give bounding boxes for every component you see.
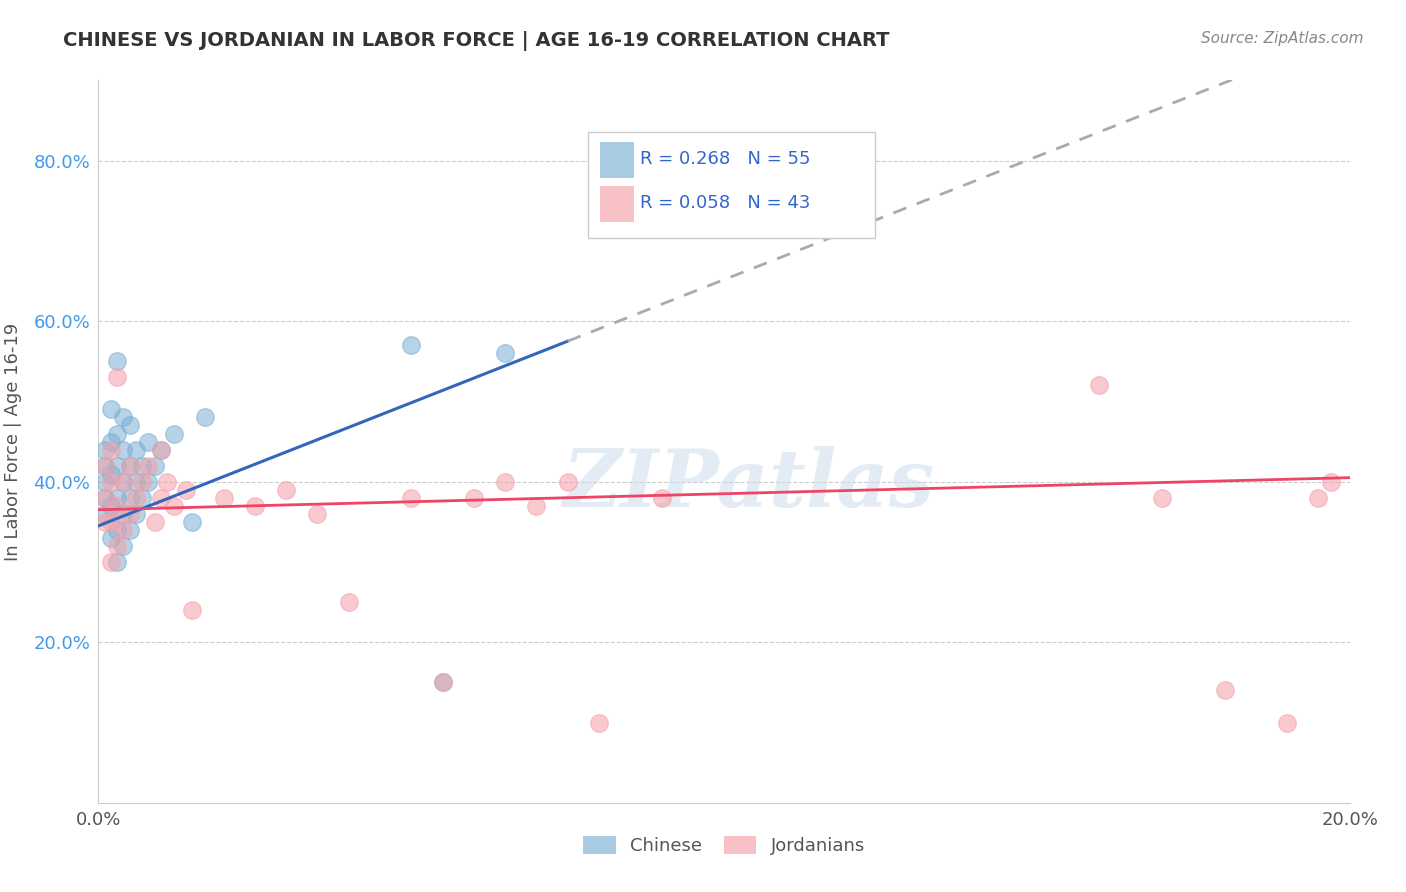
- Point: [118, 523, 141, 537]
- Point: [100, 555, 122, 569]
- Y-axis label: In Labor Force | Age 16-19: In Labor Force | Age 16-19: [4, 322, 22, 561]
- Point: [1320, 475, 1343, 489]
- Point: [118, 458, 141, 473]
- Point: [307, 507, 329, 521]
- Point: [118, 507, 141, 521]
- Point: [131, 475, 153, 489]
- Point: [1152, 491, 1174, 505]
- Point: [105, 491, 128, 505]
- Point: [463, 491, 485, 505]
- Point: [401, 338, 423, 352]
- Point: [156, 475, 179, 489]
- Point: [105, 426, 128, 441]
- Point: [181, 515, 204, 529]
- Point: [100, 531, 122, 545]
- Point: [93, 507, 115, 521]
- Point: [162, 426, 184, 441]
- Point: [112, 442, 135, 457]
- Point: [150, 491, 173, 505]
- Point: [337, 595, 360, 609]
- Point: [105, 354, 128, 368]
- Point: [118, 418, 141, 433]
- Point: [112, 523, 135, 537]
- Point: [174, 483, 197, 497]
- Point: [112, 475, 135, 489]
- Point: [131, 491, 153, 505]
- Text: R = 0.058   N = 43: R = 0.058 N = 43: [640, 194, 810, 212]
- Legend: Chinese, Jordanians: Chinese, Jordanians: [576, 829, 872, 863]
- Point: [432, 675, 454, 690]
- Point: [93, 442, 115, 457]
- Text: Source: ZipAtlas.com: Source: ZipAtlas.com: [1201, 31, 1364, 46]
- Point: [432, 675, 454, 690]
- Point: [93, 458, 115, 473]
- Point: [1213, 683, 1236, 698]
- Point: [494, 475, 516, 489]
- Text: CHINESE VS JORDANIAN IN LABOR FORCE | AGE 16-19 CORRELATION CHART: CHINESE VS JORDANIAN IN LABOR FORCE | AG…: [63, 31, 890, 51]
- Point: [143, 458, 166, 473]
- Point: [162, 499, 184, 513]
- Point: [112, 507, 135, 521]
- Point: [143, 515, 166, 529]
- Point: [93, 458, 115, 473]
- Point: [150, 442, 173, 457]
- Point: [105, 499, 128, 513]
- Point: [243, 499, 266, 513]
- Point: [112, 475, 135, 489]
- Point: [93, 515, 115, 529]
- Point: [557, 475, 579, 489]
- Point: [105, 539, 128, 553]
- Point: [112, 539, 135, 553]
- Point: [588, 715, 610, 730]
- Point: [1088, 378, 1111, 392]
- Point: [131, 458, 153, 473]
- Point: [100, 475, 122, 489]
- Point: [274, 483, 298, 497]
- Point: [112, 410, 135, 425]
- Point: [105, 555, 128, 569]
- Point: [93, 475, 115, 489]
- Point: [125, 491, 148, 505]
- Point: [93, 491, 115, 505]
- Point: [526, 499, 548, 513]
- Text: R = 0.268   N = 55: R = 0.268 N = 55: [640, 150, 810, 168]
- Point: [150, 442, 173, 457]
- Point: [125, 475, 148, 489]
- Point: [212, 491, 235, 505]
- Point: [105, 370, 128, 384]
- Point: [1277, 715, 1299, 730]
- Point: [194, 410, 217, 425]
- Point: [100, 515, 122, 529]
- Point: [138, 475, 160, 489]
- Point: [118, 458, 141, 473]
- Point: [401, 491, 423, 505]
- Point: [181, 603, 204, 617]
- Point: [1308, 491, 1330, 505]
- Point: [650, 491, 672, 505]
- Point: [100, 434, 122, 449]
- Text: ZIPatlas: ZIPatlas: [562, 446, 935, 524]
- Point: [138, 434, 160, 449]
- Point: [105, 523, 128, 537]
- Point: [93, 491, 115, 505]
- Point: [118, 491, 141, 505]
- Point: [100, 499, 122, 513]
- Point: [125, 442, 148, 457]
- Point: [100, 402, 122, 417]
- Point: [494, 346, 516, 360]
- Point: [125, 507, 148, 521]
- Point: [100, 442, 122, 457]
- Point: [105, 458, 128, 473]
- Point: [138, 458, 160, 473]
- Point: [100, 467, 122, 481]
